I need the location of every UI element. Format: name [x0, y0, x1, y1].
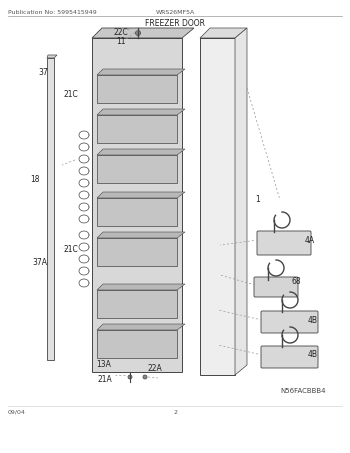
Text: WRS26MF5A: WRS26MF5A: [155, 10, 195, 15]
Polygon shape: [97, 324, 185, 330]
Polygon shape: [97, 69, 185, 75]
Text: 18: 18: [30, 175, 40, 184]
Text: 13A: 13A: [96, 360, 111, 369]
Text: 21C: 21C: [64, 245, 79, 254]
Polygon shape: [97, 149, 185, 155]
Polygon shape: [97, 198, 177, 226]
Polygon shape: [200, 28, 247, 38]
Text: 22C: 22C: [113, 28, 128, 37]
Polygon shape: [97, 155, 177, 183]
Circle shape: [143, 375, 147, 379]
Text: 1: 1: [255, 195, 260, 204]
Text: 4B: 4B: [308, 316, 318, 325]
FancyBboxPatch shape: [254, 277, 298, 297]
Text: FREEZER DOOR: FREEZER DOOR: [145, 19, 205, 28]
Circle shape: [128, 375, 132, 379]
Polygon shape: [200, 38, 235, 375]
Text: 4B: 4B: [308, 350, 318, 359]
Text: 21C: 21C: [64, 90, 79, 99]
FancyBboxPatch shape: [261, 311, 318, 333]
Polygon shape: [97, 284, 185, 290]
Polygon shape: [97, 290, 177, 318]
Polygon shape: [47, 55, 57, 58]
Polygon shape: [92, 28, 194, 38]
Text: 2: 2: [173, 410, 177, 415]
Text: 11: 11: [116, 37, 126, 46]
Text: 21A: 21A: [98, 375, 113, 384]
Text: 22A: 22A: [148, 364, 163, 373]
FancyBboxPatch shape: [261, 346, 318, 368]
Polygon shape: [97, 75, 177, 103]
Polygon shape: [235, 28, 247, 375]
Polygon shape: [97, 238, 177, 266]
Polygon shape: [97, 192, 185, 198]
Text: 37A: 37A: [32, 258, 47, 267]
Polygon shape: [92, 38, 182, 372]
Text: 4A: 4A: [305, 236, 315, 245]
Circle shape: [135, 30, 140, 35]
Polygon shape: [97, 330, 177, 358]
Text: N56FACBBB4: N56FACBBB4: [280, 388, 326, 394]
Text: 68: 68: [292, 277, 302, 286]
FancyBboxPatch shape: [257, 231, 311, 255]
Text: Publication No: 5995415949: Publication No: 5995415949: [8, 10, 97, 15]
Text: 37: 37: [38, 68, 48, 77]
Polygon shape: [97, 115, 177, 143]
Polygon shape: [97, 109, 185, 115]
Text: 09/04: 09/04: [8, 410, 26, 415]
Polygon shape: [97, 232, 185, 238]
Polygon shape: [47, 58, 54, 360]
